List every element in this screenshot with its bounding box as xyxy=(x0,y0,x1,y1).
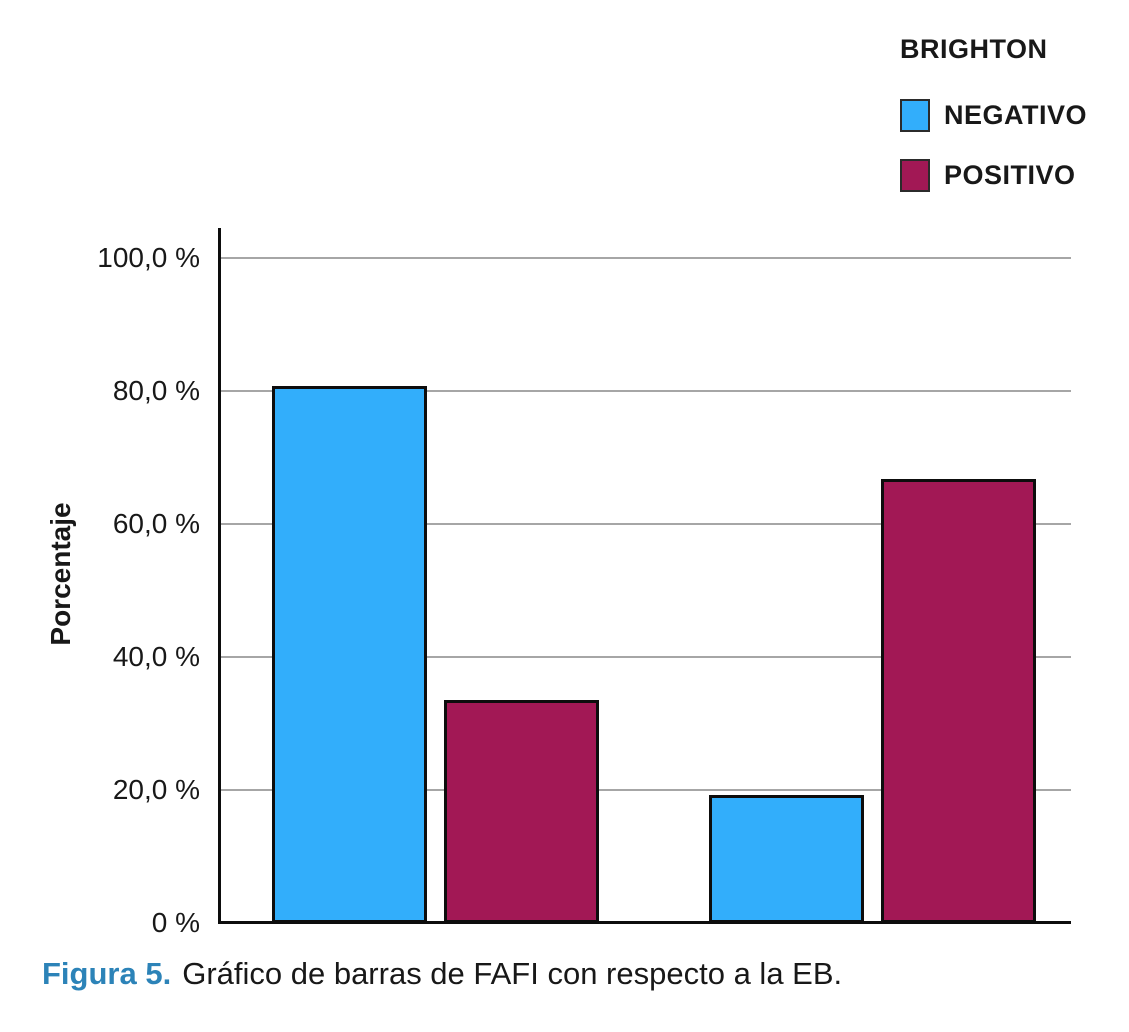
legend-label-positivo: POSITIVO xyxy=(944,159,1076,190)
bar-positivo-group-2 xyxy=(881,479,1036,923)
legend-swatch-positivo-icon xyxy=(900,158,930,192)
bar-negativo-group-2 xyxy=(709,795,864,923)
gridline-100pct xyxy=(220,257,1071,259)
figure-caption: Figura 5. Gráfico de barras de FAFI con r… xyxy=(42,956,842,992)
legend-label-negativo: NEGATIVO xyxy=(944,99,1088,130)
legend-swatch-negativo-icon xyxy=(900,98,930,132)
y-tick-label-40pct: 40,0 % xyxy=(112,641,200,672)
y-tick-label-0pct: 0 % xyxy=(151,907,200,938)
bar-negativo-group-1 xyxy=(272,386,427,923)
legend-item-positivo: POSITIVO xyxy=(900,157,1087,193)
chart-legend: BRIGHTON NEGATIVO POSITIVO xyxy=(900,34,1087,217)
gridline-40pct xyxy=(220,656,1071,658)
y-tick-label-100pct: 100,0 % xyxy=(97,242,200,273)
y-axis-line xyxy=(218,228,221,923)
x-axis-line xyxy=(218,921,1071,924)
legend-title: BRIGHTON xyxy=(900,34,1048,64)
bar-positivo-group-1 xyxy=(444,700,599,923)
y-tick-label-20pct: 20,0 % xyxy=(112,774,200,805)
gridline-60pct xyxy=(220,523,1071,525)
legend-item-negativo: NEGATIVO xyxy=(900,97,1087,133)
figure-caption-label: Figura 5. xyxy=(42,956,172,991)
figure-caption-text: Gráfico de barras de FAFI con respecto a… xyxy=(182,956,843,991)
gridline-80pct xyxy=(220,390,1071,392)
y-axis-title: Porcentaje xyxy=(45,502,76,646)
y-tick-label-60pct: 60,0 % xyxy=(112,508,200,539)
y-tick-label-80pct: 80,0 % xyxy=(112,375,200,406)
gridline-20pct xyxy=(220,789,1071,791)
